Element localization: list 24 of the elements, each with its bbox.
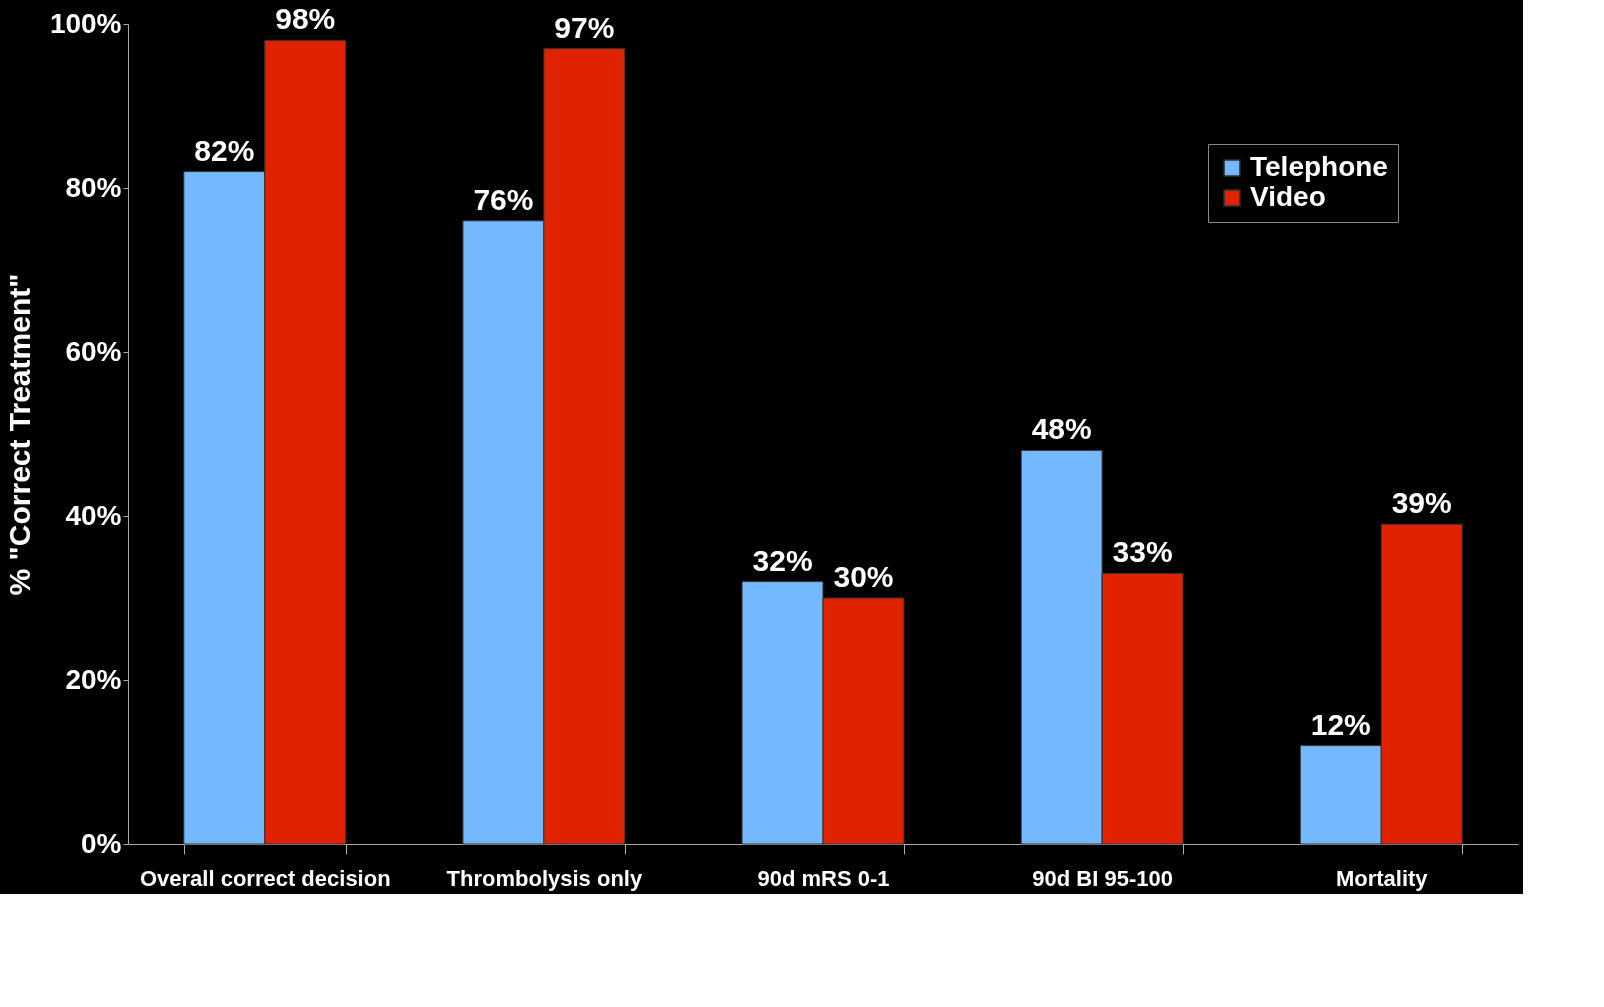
data-label: 82% [194, 133, 255, 167]
y-tick-label: 0% [81, 827, 122, 859]
data-label: 39% [1391, 486, 1452, 520]
data-label: 76% [473, 182, 534, 216]
y-tick-label: 80% [65, 171, 122, 203]
y-tick-label: 40% [65, 499, 122, 531]
data-label: 97% [554, 10, 615, 44]
data-label: 12% [1310, 707, 1371, 741]
y-tick-label: 20% [65, 663, 122, 695]
x-tick-label: Thrombolysis only [446, 865, 643, 891]
y-tick-label: 60% [65, 335, 122, 367]
x-tick-label: Overall correct decision [139, 865, 391, 891]
x-tick-label: 90d BI 95-100 [1032, 865, 1173, 891]
x-tick-label: Mortality [1335, 865, 1429, 891]
data-label: 33% [1112, 535, 1173, 569]
legend-label: Video [1250, 181, 1326, 212]
y-tick-label: 100% [49, 7, 122, 39]
y-axis-title: % "Correct Treatment" [2, 273, 36, 596]
legend-label: Telephone [1250, 151, 1388, 182]
data-label: 32% [752, 543, 813, 577]
data-label: 98% [275, 2, 336, 36]
data-label: 48% [1031, 412, 1092, 446]
x-tick-label: 90d mRS 0-1 [757, 865, 890, 891]
data-label: 30% [833, 560, 894, 593]
